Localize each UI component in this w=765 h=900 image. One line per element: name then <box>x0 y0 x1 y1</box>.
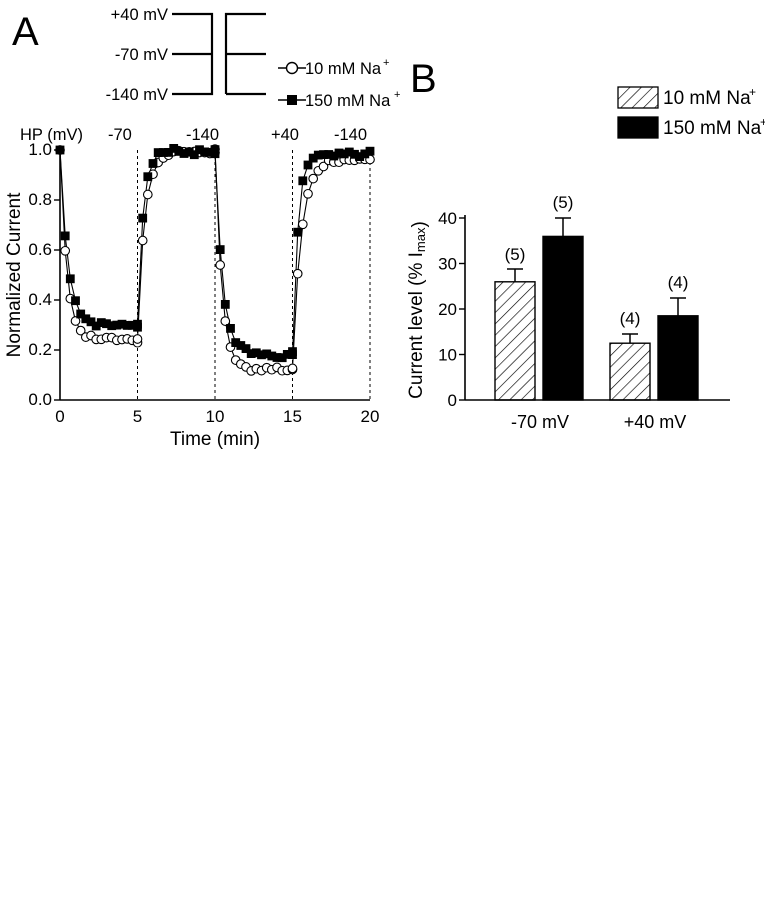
svg-text:+: + <box>760 115 765 129</box>
svg-text:20: 20 <box>438 300 457 319</box>
svg-text:-140: -140 <box>334 126 367 144</box>
svg-text:0.0: 0.0 <box>28 390 52 409</box>
svg-text:30: 30 <box>438 255 457 274</box>
svg-text:5: 5 <box>133 407 142 426</box>
svg-text:+: + <box>383 57 389 69</box>
svg-text:-140 mV: -140 mV <box>106 86 168 104</box>
svg-text:1.0: 1.0 <box>28 140 52 159</box>
svg-text:10 mM Na: 10 mM Na <box>663 88 751 109</box>
svg-text:+40 mV: +40 mV <box>111 6 168 24</box>
svg-text:0.4: 0.4 <box>28 290 52 309</box>
svg-text:-70 mV: -70 mV <box>115 46 168 64</box>
svg-text:B: B <box>410 57 437 101</box>
svg-text:(4): (4) <box>668 273 689 292</box>
svg-text:10 mM Na: 10 mM Na <box>305 60 382 78</box>
svg-text:0: 0 <box>55 407 64 426</box>
svg-text:40: 40 <box>438 209 457 228</box>
svg-text:0: 0 <box>448 391 457 410</box>
svg-text:150 mM Na: 150 mM Na <box>305 92 391 110</box>
svg-text:(5): (5) <box>553 193 574 212</box>
svg-text:-140: -140 <box>186 126 219 144</box>
svg-text:0.6: 0.6 <box>28 240 52 259</box>
svg-text:-70 mV: -70 mV <box>511 412 569 432</box>
svg-text:15: 15 <box>283 407 302 426</box>
svg-text:150 mM Na: 150 mM Na <box>663 118 762 139</box>
svg-text:+: + <box>749 85 756 99</box>
svg-text:20: 20 <box>361 407 380 426</box>
svg-text:10: 10 <box>206 407 225 426</box>
svg-text:0.2: 0.2 <box>28 340 52 359</box>
svg-text:(5): (5) <box>505 245 526 264</box>
svg-text:+40: +40 <box>271 126 299 144</box>
svg-text:Normalized Current: Normalized Current <box>4 192 25 357</box>
svg-text:A: A <box>12 10 39 54</box>
svg-text:10: 10 <box>438 346 457 365</box>
svg-text:Time (min): Time (min) <box>170 429 260 450</box>
svg-text:0.8: 0.8 <box>28 190 52 209</box>
svg-text:Current level (% Imax): Current level (% Imax) <box>406 221 430 399</box>
svg-text:(4): (4) <box>620 309 641 328</box>
svg-text:-70: -70 <box>108 126 132 144</box>
svg-text:+40 mV: +40 mV <box>624 412 687 432</box>
